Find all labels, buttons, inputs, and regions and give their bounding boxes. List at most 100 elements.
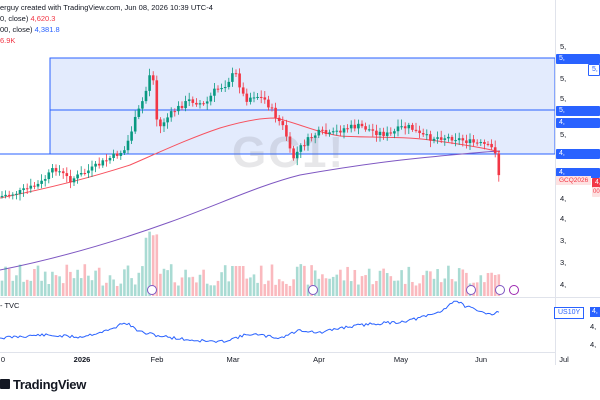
candle-body[interactable] (36, 183, 40, 187)
us10y-line[interactable] (0, 300, 500, 343)
last-price-tag[interactable]: 4, (592, 178, 600, 188)
candle-body[interactable] (259, 96, 263, 98)
candle-body[interactable] (162, 122, 166, 127)
hline-upper-price-tag[interactable]: 5, (556, 106, 600, 116)
range-rectangle[interactable] (49, 57, 556, 155)
candle-body[interactable] (436, 137, 439, 139)
candle-body[interactable] (317, 129, 321, 136)
candle-body[interactable] (407, 124, 411, 129)
candle-body[interactable] (123, 150, 126, 153)
candle-body[interactable] (267, 99, 270, 108)
candle-body[interactable] (169, 111, 173, 118)
candle-body[interactable] (472, 139, 475, 143)
candle-body[interactable] (151, 75, 155, 81)
candle-body[interactable] (461, 138, 465, 141)
candle-body[interactable] (76, 174, 79, 179)
us10y-symbol-tag[interactable]: US10Y (554, 307, 585, 319)
time-axis[interactable]: 0 2026 Feb Mar Apr May Jun Jul (0, 352, 569, 366)
candle-body[interactable] (274, 107, 277, 118)
candle-body[interactable] (493, 147, 497, 154)
us10y-value-tag[interactable]: 4, (590, 307, 600, 317)
candle-body[interactable] (25, 188, 29, 190)
candle-body[interactable] (90, 166, 94, 171)
candle-body[interactable] (346, 128, 349, 130)
candle-body[interactable] (414, 129, 418, 131)
candle-body[interactable] (18, 190, 22, 194)
candle-body[interactable] (7, 194, 11, 196)
ma1-legend[interactable]: 0, close) 4,620.3 (0, 13, 55, 24)
candle-body[interactable] (285, 125, 288, 137)
symbol-price-tag[interactable]: GCQ2026 (556, 176, 592, 185)
candle-body[interactable] (47, 172, 51, 180)
candle-body[interactable] (11, 194, 15, 196)
candle-body[interactable] (292, 148, 295, 159)
candle-body[interactable] (450, 136, 454, 141)
candle-body[interactable] (115, 153, 119, 156)
candle-body[interactable] (213, 88, 216, 96)
alert-price-tag[interactable]: 5, (588, 64, 600, 76)
candle-body[interactable] (0, 195, 4, 197)
candle-body[interactable] (403, 126, 407, 129)
candle-body[interactable] (40, 180, 43, 184)
candle-body[interactable] (497, 153, 501, 176)
candle-body[interactable] (216, 88, 220, 90)
candle-body[interactable] (360, 123, 364, 127)
pane-divider[interactable] (0, 297, 600, 298)
candle-body[interactable] (209, 95, 213, 102)
candle-body[interactable] (357, 123, 360, 129)
candle-body[interactable] (364, 126, 367, 130)
candle-body[interactable] (400, 126, 403, 128)
candle-body[interactable] (457, 138, 461, 141)
candle-body[interactable] (393, 131, 396, 134)
candle-body[interactable] (234, 73, 238, 75)
candle-body[interactable] (22, 188, 25, 191)
rect-bottom-price-tag[interactable]: 4, (556, 118, 600, 128)
candle-body[interactable] (483, 142, 486, 144)
candle-body[interactable] (468, 139, 472, 144)
candle-body[interactable] (58, 171, 61, 173)
candle-body[interactable] (367, 129, 371, 131)
candle-body[interactable] (137, 108, 141, 117)
candle-body[interactable] (335, 130, 339, 132)
event-marker-icon[interactable] (466, 285, 476, 295)
volume-legend[interactable]: 6.9K (0, 35, 15, 46)
event-markers[interactable] (147, 285, 519, 295)
ma-price-tag[interactable]: 4, (556, 168, 600, 178)
candle-body[interactable] (61, 171, 65, 174)
candle-body[interactable] (349, 124, 353, 129)
candle-body[interactable] (112, 153, 115, 158)
candle-body[interactable] (166, 117, 169, 123)
candle-body[interactable] (227, 81, 231, 88)
candle-body[interactable] (148, 75, 151, 91)
tradingview-logo[interactable]: TradingView (0, 374, 86, 394)
candle-body[interactable] (465, 140, 468, 144)
candle-body[interactable] (313, 135, 317, 138)
candle-body[interactable] (288, 136, 292, 149)
ma-slow-line[interactable] (0, 150, 501, 271)
ma2-legend[interactable]: 00, close) 4,381.8 (0, 24, 60, 35)
candle-body[interactable] (130, 131, 133, 141)
candles-group[interactable] (0, 67, 501, 201)
candle-body[interactable] (479, 142, 483, 144)
candle-body[interactable] (126, 140, 130, 151)
candle-body[interactable] (223, 87, 227, 89)
candle-body[interactable] (331, 131, 335, 133)
candle-body[interactable] (421, 133, 425, 135)
candle-body[interactable] (342, 128, 346, 133)
candle-body[interactable] (389, 132, 393, 134)
candle-body[interactable] (245, 93, 249, 102)
candle-body[interactable] (187, 99, 191, 102)
candle-body[interactable] (29, 185, 33, 189)
candle-body[interactable] (202, 103, 205, 105)
candle-body[interactable] (108, 157, 112, 161)
candle-body[interactable] (198, 103, 202, 105)
candle-body[interactable] (83, 173, 87, 175)
candle-body[interactable] (141, 101, 144, 109)
candle-body[interactable] (303, 145, 306, 147)
candle-body[interactable] (87, 170, 90, 174)
candle-body[interactable] (306, 137, 310, 146)
candle-body[interactable] (133, 116, 137, 132)
candle-body[interactable] (69, 176, 72, 183)
candle-body[interactable] (299, 145, 303, 152)
